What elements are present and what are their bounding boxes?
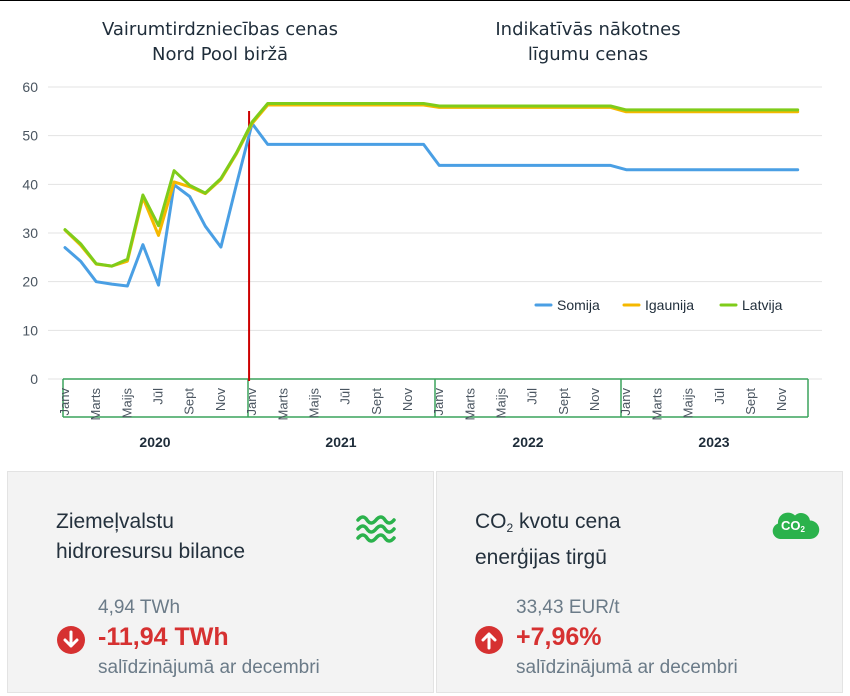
- hydro-note: salīdzinājumā ar decembri: [98, 657, 320, 678]
- x-tick-label: Nov: [400, 388, 415, 412]
- x-tick-label: Janv: [431, 388, 446, 416]
- x-tick-label: Sept: [556, 388, 571, 415]
- year-label: 2022: [512, 434, 543, 450]
- co2-note: salīdzinājumā ar decembri: [516, 657, 738, 678]
- x-tick-label: Maijs: [119, 388, 134, 419]
- x-tick-label: Marts: [649, 388, 664, 421]
- series-line-latvija: [63, 102, 800, 268]
- y-tick-label: 0: [30, 371, 38, 387]
- x-tick-label: Sept: [182, 388, 197, 415]
- series-line-somija: [63, 122, 800, 288]
- x-tick-label: Sept: [743, 388, 758, 415]
- heading-futures-line1: Indikatīvās nākotnes: [495, 19, 681, 40]
- co2-change-value: +7,96%: [516, 623, 602, 651]
- heading-wholesale-line1: Vairumtirdzniecības cenas: [101, 19, 339, 40]
- x-tick-label: Jūl: [525, 388, 540, 405]
- co2-title-line1: CO2 kvotu cena: [475, 510, 621, 535]
- x-tick-label: Nov: [587, 388, 602, 412]
- legend-label-somija: Somija: [557, 297, 600, 313]
- x-tick-label: Jūl: [338, 388, 353, 405]
- x-tick-label: Sept: [369, 388, 384, 415]
- y-tick-label: 30: [22, 225, 38, 241]
- heading-futures-line2: līgumu cenas: [527, 44, 649, 65]
- year-label: 2020: [139, 434, 170, 450]
- legend-label-igaunija: Igaunija: [645, 297, 694, 313]
- hydro-title-line2: hidroresursu bilance: [56, 540, 246, 563]
- water-waves-icon: [355, 512, 397, 551]
- x-tick-label: Nov: [774, 388, 789, 412]
- price-chart: 0 10 20 30 40 50 60 Janv Marts Maijs Jūl Sept Nov Jan…: [22, 79, 822, 450]
- co2-title: CO2 kvotu cena enerģijas tirgū: [475, 507, 621, 573]
- x-tick-label: Nov: [213, 388, 228, 412]
- x-tick-label: Janv: [244, 388, 259, 416]
- x-tick-label: Maijs: [494, 388, 509, 419]
- hydro-title-line1: Ziemeļvalstu: [56, 510, 174, 533]
- legend-label-latvija: Latvija: [742, 297, 783, 313]
- arrow-up-icon: [475, 626, 503, 654]
- x-tick-label: Jūl: [151, 388, 166, 405]
- co2-base-value: 33,43 EUR/t: [516, 597, 620, 618]
- co2-title-line2: enerģijas tirgū: [475, 546, 607, 569]
- hydro-change-value: -11,94 TWh: [98, 623, 229, 651]
- x-tick-label: Marts: [462, 388, 477, 421]
- y-tick-label: 10: [22, 322, 38, 338]
- heading-futures: Indikatīvās nākotnes līgumu cenas: [458, 17, 718, 67]
- x-tick-label: Janv: [618, 388, 633, 416]
- x-tick-label: Marts: [275, 388, 290, 421]
- hydro-base-value: 4,94 TWh: [98, 597, 181, 618]
- y-tick-label: 20: [22, 274, 38, 290]
- year-label: 2023: [698, 434, 729, 450]
- panel-hydro-balance: Ziemeļvalstu hidroresursu bilance 4,94 T…: [7, 471, 434, 693]
- top-border: [0, 0, 850, 1]
- y-tick-label: 50: [22, 128, 38, 144]
- x-tick-label: Maijs: [306, 388, 321, 419]
- x-tick-label: Maijs: [681, 388, 696, 419]
- year-label: 2021: [325, 434, 356, 450]
- arrow-down-icon: [57, 626, 85, 654]
- panel-co2-price: CO2 kvotu cena enerģijas tirgū CO2 33,43…: [436, 471, 843, 693]
- y-tick-label: 60: [22, 79, 38, 95]
- x-tick-label: Jūl: [712, 388, 727, 405]
- x-tick-label: Marts: [88, 388, 103, 421]
- y-tick-label: 40: [22, 176, 38, 192]
- heading-wholesale-line2: Nord Pool biržā: [152, 44, 288, 65]
- x-tick-label: Janv: [57, 388, 72, 416]
- heading-wholesale: Vairumtirdzniecības cenas Nord Pool birž…: [80, 17, 360, 67]
- co2-cloud-icon: CO2: [770, 509, 820, 543]
- hydro-title: Ziemeļvalstu hidroresursu bilance: [56, 507, 245, 567]
